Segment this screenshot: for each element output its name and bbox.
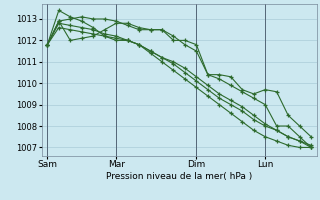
X-axis label: Pression niveau de la mer( hPa ): Pression niveau de la mer( hPa ) (106, 172, 252, 181)
